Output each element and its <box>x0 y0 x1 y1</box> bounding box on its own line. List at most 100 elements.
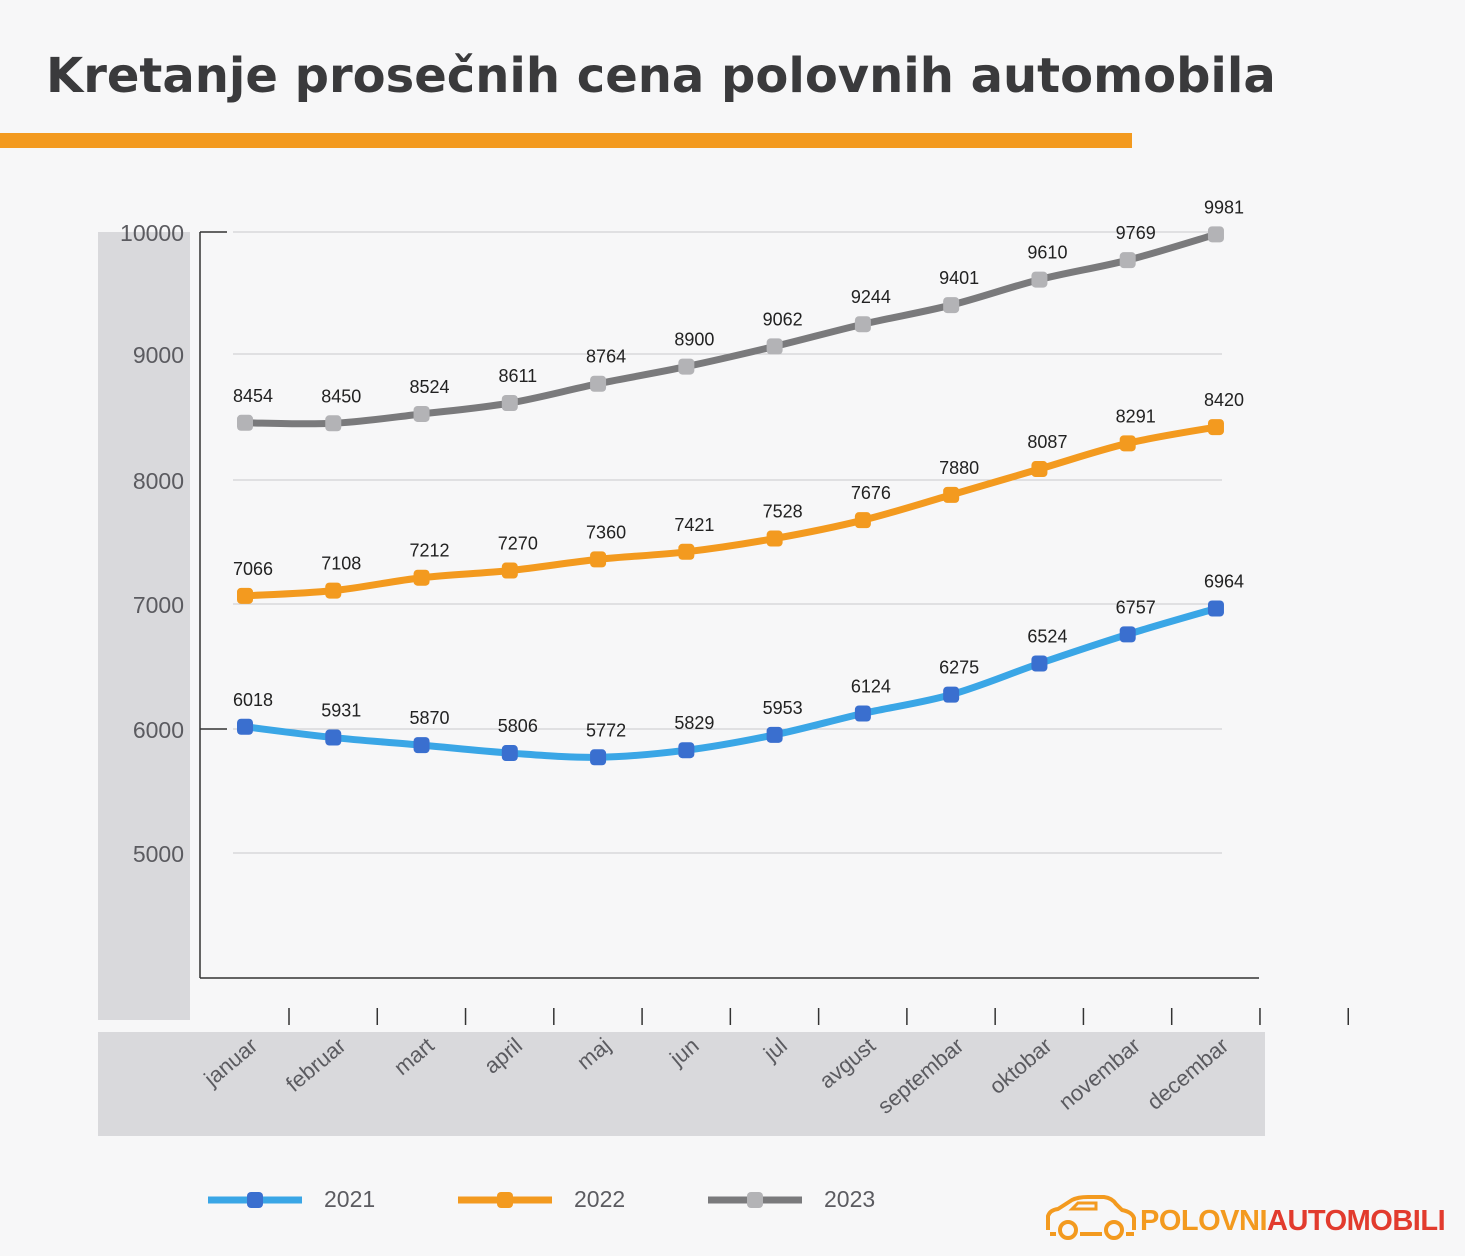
data-label-2023-maj: 8764 <box>586 347 626 367</box>
data-label-2021-oktobar: 6524 <box>1027 627 1067 647</box>
data-label-2021-septembar: 6275 <box>939 658 979 678</box>
data-point-2021-mart <box>413 737 430 754</box>
data-point-2021-januar <box>237 718 253 735</box>
xtick-label-januar: januar <box>199 1033 263 1092</box>
data-label-2021-jul: 5953 <box>763 698 803 718</box>
xtick-label-jun: jun <box>664 1033 703 1072</box>
logo: POLOVNIAUTOMOBILI <box>1042 1192 1446 1248</box>
legend-label-2023: 2023 <box>824 1186 876 1212</box>
data-point-2022-oktobar <box>1031 461 1048 478</box>
data-point-2023-jun <box>678 358 695 375</box>
data-label-2022-avgust: 7676 <box>851 483 891 503</box>
data-label-2021-mart: 5870 <box>410 708 450 728</box>
data-label-2023-februar: 8450 <box>321 386 361 406</box>
data-point-2022-septembar <box>943 486 960 503</box>
data-point-2022-april <box>501 562 518 579</box>
data-label-2022-april: 7270 <box>498 534 538 554</box>
data-label-2021-februar: 5931 <box>321 701 361 721</box>
data-point-2023-februar <box>325 415 342 432</box>
data-label-2022-jun: 7421 <box>674 515 714 535</box>
data-point-2023-jul <box>766 338 783 355</box>
data-label-2023-septembar: 9401 <box>939 268 979 288</box>
data-label-2022-mart: 7212 <box>410 541 450 561</box>
series-line-2023 <box>241 230 1220 428</box>
xtick-label-mart: mart <box>389 1033 439 1080</box>
data-point-2023-novembar <box>1119 252 1136 269</box>
data-point-2022-jun <box>678 543 695 560</box>
data-point-2021-oktobar <box>1031 655 1048 672</box>
page-title: Kretanje prosečnih cena polovnih automob… <box>46 48 1276 104</box>
data-label-2023-jul: 9062 <box>763 309 803 329</box>
car-logo-icon <box>1046 1195 1136 1240</box>
data-point-2022-januar <box>237 587 253 604</box>
y-axis-panel <box>98 232 190 1020</box>
series-line-2021 <box>241 605 1220 761</box>
data-point-2021-avgust <box>854 705 871 722</box>
data-label-2022-novembar: 8291 <box>1116 406 1156 426</box>
data-label-2021-januar: 6018 <box>233 690 273 710</box>
data-label-2022-septembar: 7880 <box>939 458 979 478</box>
data-point-2022-avgust <box>854 512 871 529</box>
data-label-2022-januar: 7066 <box>233 559 273 579</box>
data-label-2023-jun: 8900 <box>674 330 714 350</box>
data-label-2021-maj: 5772 <box>586 720 626 740</box>
data-point-2023-maj <box>590 375 607 392</box>
xtick-label-maj: maj <box>572 1033 615 1075</box>
logo-text-polovni: POLOVNI <box>1140 1205 1268 1237</box>
data-label-2023-novembar: 9769 <box>1116 223 1156 243</box>
xtick-label-decembar: decembar <box>1142 1033 1233 1115</box>
xtick-label-septembar: septembar <box>873 1033 969 1119</box>
data-point-2022-decembar <box>1207 419 1224 436</box>
legend-swatch-2022 <box>458 1192 552 1208</box>
data-point-2022-mart <box>413 569 430 586</box>
ytick-label-5000: 5000 <box>133 841 184 867</box>
legend-swatch-2021 <box>208 1192 302 1208</box>
ytick-label-6000: 6000 <box>133 717 184 743</box>
data-label-2022-decembar: 8420 <box>1204 390 1244 410</box>
data-point-2021-maj <box>590 749 607 766</box>
data-point-2023-oktobar <box>1031 271 1048 288</box>
xtick-label-novembar: novembar <box>1054 1033 1145 1115</box>
data-point-2021-februar <box>325 729 342 746</box>
logo-text-automobili: AUTOMOBILI <box>1267 1205 1446 1237</box>
ytick-label-9000: 9000 <box>133 342 184 368</box>
data-label-2021-jun: 5829 <box>674 713 714 733</box>
xtick-label-avgust: avgust <box>814 1033 880 1094</box>
data-point-2023-april <box>501 395 518 412</box>
data-label-2021-decembar: 6964 <box>1204 572 1244 592</box>
data-label-2023-april: 8611 <box>498 366 537 386</box>
ytick-label-10000: 10000 <box>120 220 184 246</box>
data-label-2021-april: 5806 <box>498 716 538 736</box>
data-label-2022-jul: 7528 <box>763 502 803 522</box>
legend: 2021 2022 2023 <box>0 1178 1000 1222</box>
data-point-2023-avgust <box>854 316 871 333</box>
legend-label-2022: 2022 <box>574 1186 626 1212</box>
legend-label-2021: 2021 <box>324 1186 376 1212</box>
data-label-2023-decembar: 9981 <box>1204 197 1244 217</box>
data-label-2022-februar: 7108 <box>321 554 361 574</box>
data-point-2023-mart <box>413 405 430 422</box>
data-point-2022-maj <box>590 551 607 568</box>
data-label-2021-avgust: 6124 <box>851 677 891 697</box>
ytick-label-8000: 8000 <box>133 468 184 494</box>
data-point-2023-septembar <box>943 297 960 314</box>
x-axis-panel <box>98 1032 1265 1136</box>
xtick-label-april: april <box>479 1033 527 1079</box>
data-point-2022-novembar <box>1119 435 1136 452</box>
data-point-2021-decembar <box>1207 600 1224 617</box>
data-point-2023-januar <box>237 414 253 431</box>
data-point-2023-decembar <box>1207 226 1224 243</box>
data-label-2023-avgust: 9244 <box>851 287 891 307</box>
data-label-2022-oktobar: 8087 <box>1027 432 1067 452</box>
data-point-2021-septembar <box>943 686 960 703</box>
xtick-label-februar: februar <box>281 1033 350 1097</box>
data-label-2022-maj: 7360 <box>586 522 626 542</box>
ytick-label-7000: 7000 <box>133 592 184 618</box>
data-label-2023-januar: 8454 <box>233 386 273 406</box>
data-point-2022-februar <box>325 582 342 599</box>
logo-wordmark: POLOVNIAUTOMOBILI <box>1140 1205 1446 1238</box>
xtick-label-oktobar: oktobar <box>984 1033 1056 1099</box>
data-point-2021-novembar <box>1119 626 1136 643</box>
data-point-2021-april <box>501 745 518 762</box>
